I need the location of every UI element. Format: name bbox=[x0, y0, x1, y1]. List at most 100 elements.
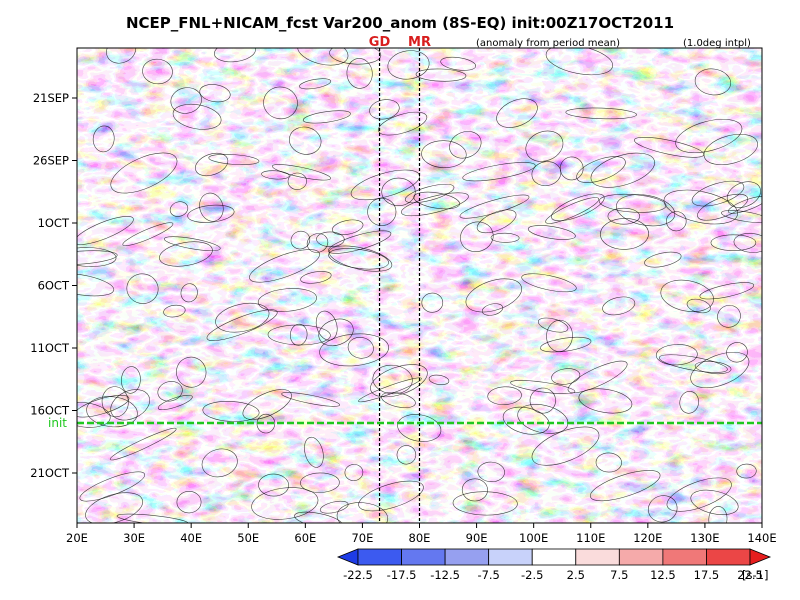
colorbar-segment bbox=[444, 548, 490, 566]
contour-line bbox=[195, 152, 229, 177]
contour-line bbox=[126, 273, 159, 304]
region-marker-lines bbox=[378, 48, 421, 523]
contour-line bbox=[378, 111, 428, 136]
contour-line bbox=[663, 189, 738, 225]
y-tick-label: 26SEP bbox=[33, 154, 69, 168]
contour-line bbox=[176, 356, 207, 388]
colorbar-label: 7.5 bbox=[610, 568, 628, 582]
colorbar-segment bbox=[357, 548, 402, 566]
contour-line bbox=[459, 194, 530, 219]
contour-line bbox=[600, 218, 649, 250]
contour-line bbox=[396, 445, 417, 465]
contour-line bbox=[187, 204, 235, 223]
contour-line bbox=[110, 389, 150, 421]
contour-line bbox=[694, 68, 732, 96]
contour-line bbox=[551, 368, 581, 385]
contour-line bbox=[540, 336, 592, 353]
x-tick-label: 100E bbox=[519, 531, 548, 545]
contour-line bbox=[452, 491, 518, 516]
contour-line bbox=[121, 366, 141, 394]
contour-line bbox=[169, 201, 189, 217]
contour-line bbox=[726, 181, 761, 208]
x-tick-label: 40E bbox=[180, 531, 202, 545]
colorbar-segment bbox=[618, 548, 664, 566]
contour-line bbox=[517, 404, 569, 434]
contour-line bbox=[404, 183, 455, 204]
contour-line bbox=[565, 107, 637, 120]
contour-line bbox=[101, 386, 129, 418]
contour-line bbox=[460, 221, 494, 252]
contour-line bbox=[546, 319, 573, 352]
contour-line bbox=[176, 490, 202, 514]
colorbar-label: 22.5 bbox=[737, 568, 763, 582]
contour-line bbox=[428, 374, 450, 386]
contour-line bbox=[726, 342, 748, 363]
contour-line bbox=[257, 288, 317, 312]
contour-line bbox=[287, 172, 307, 190]
contour-line bbox=[421, 140, 467, 169]
init-label: init bbox=[48, 416, 67, 430]
contour-line bbox=[329, 48, 382, 65]
interp-note: (1.0deg intpl) bbox=[683, 38, 751, 49]
contour-line bbox=[215, 302, 270, 333]
contour-line bbox=[510, 380, 576, 395]
contour-line bbox=[717, 304, 741, 328]
contour-line bbox=[344, 464, 364, 481]
contour-line bbox=[598, 193, 667, 213]
colorbar-label: 12.5 bbox=[650, 568, 676, 582]
contour-line bbox=[306, 233, 329, 253]
contour-line bbox=[336, 502, 389, 523]
contour-line bbox=[106, 48, 137, 64]
x-tick-label: 50E bbox=[237, 531, 259, 545]
contour-line bbox=[290, 230, 311, 250]
contour-line bbox=[122, 222, 174, 247]
marker-label-gd: GD bbox=[369, 35, 391, 50]
y-tick-label: 16OCT bbox=[30, 404, 70, 418]
contour-line bbox=[281, 392, 341, 407]
contour-line bbox=[465, 278, 522, 313]
contour-line bbox=[387, 50, 430, 80]
contour-line bbox=[372, 364, 413, 395]
contour-line bbox=[691, 180, 745, 207]
contour-line bbox=[607, 207, 640, 225]
contour-line bbox=[142, 58, 173, 85]
contour-line bbox=[328, 245, 393, 272]
contour-line bbox=[666, 477, 732, 512]
contour-line bbox=[214, 48, 256, 63]
contour-line bbox=[208, 154, 260, 165]
contour-line bbox=[477, 461, 505, 483]
contour-line bbox=[319, 500, 349, 514]
contour-line bbox=[487, 386, 522, 405]
contour-line bbox=[332, 219, 364, 235]
contour-line bbox=[381, 177, 416, 206]
y-tick-label: 21OCT bbox=[30, 466, 70, 480]
colorbar-segment bbox=[706, 548, 751, 566]
contour-line bbox=[644, 251, 682, 268]
x-tick-label: 110E bbox=[576, 531, 605, 545]
contour-line bbox=[157, 381, 183, 402]
colorbar-segment bbox=[531, 548, 577, 566]
contour-line bbox=[289, 323, 308, 346]
contour-line bbox=[697, 193, 749, 221]
contour-line bbox=[531, 161, 562, 186]
contour-line bbox=[272, 164, 331, 181]
contour-line bbox=[590, 470, 661, 502]
contour-line bbox=[602, 296, 636, 316]
contour-line bbox=[261, 170, 290, 180]
region-markers: GD MR bbox=[369, 35, 431, 50]
contour-line bbox=[578, 388, 633, 414]
contour-line bbox=[595, 452, 622, 473]
contour-line bbox=[567, 360, 628, 394]
contour-line bbox=[300, 271, 332, 284]
contour-line bbox=[206, 309, 278, 341]
contour-line bbox=[616, 194, 676, 227]
init-line-group: init bbox=[48, 416, 762, 430]
contour-line bbox=[490, 232, 520, 243]
anomaly-note: (anomaly from period mean) bbox=[476, 38, 620, 49]
colorbar-segment bbox=[401, 548, 446, 566]
contour-line bbox=[297, 48, 349, 66]
x-tick-label: 30E bbox=[123, 531, 145, 545]
contour-line bbox=[289, 126, 322, 155]
x-tick-label: 120E bbox=[633, 531, 662, 545]
y-tick-label: 6OCT bbox=[38, 279, 70, 293]
